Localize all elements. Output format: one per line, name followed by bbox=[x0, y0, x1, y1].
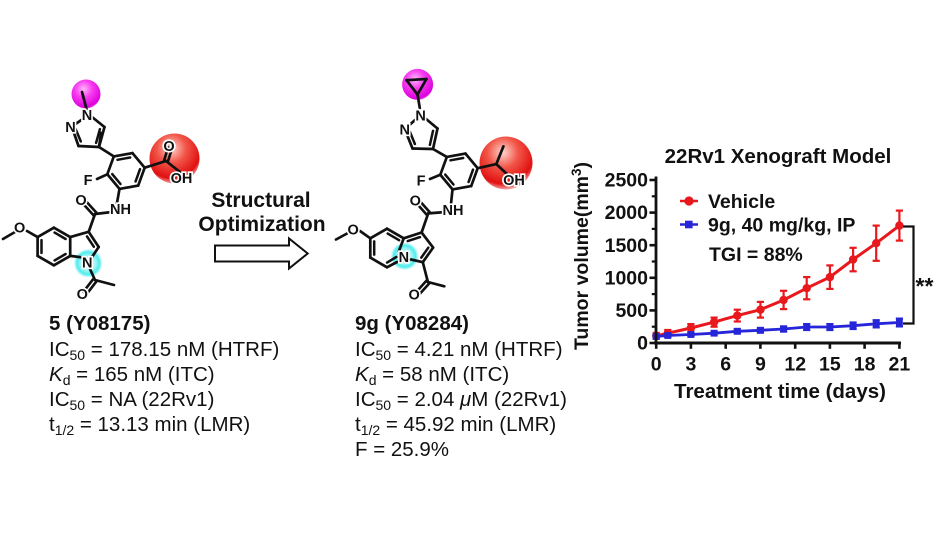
svg-text:2500: 2500 bbox=[605, 170, 649, 192]
svg-text:IC50 = 2.04 μM (22Rv1): IC50 = 2.04 μM (22Rv1) bbox=[355, 388, 567, 413]
svg-text:N: N bbox=[65, 120, 75, 136]
svg-text:Kd = 165 nM (ITC): Kd = 165 nM (ITC) bbox=[49, 363, 215, 388]
svg-text:Structural: Structural bbox=[211, 189, 310, 212]
svg-text:Tumor volume(mm3): Tumor volume(mm3) bbox=[569, 162, 593, 350]
svg-text:F = 25.9%: F = 25.9% bbox=[355, 438, 449, 461]
svg-text:18: 18 bbox=[854, 354, 876, 376]
svg-text:9: 9 bbox=[755, 354, 766, 376]
svg-text:IC50 = NA (22Rv1): IC50 = NA (22Rv1) bbox=[49, 388, 214, 413]
svg-text:t1/2 = 13.13 min (LMR): t1/2 = 13.13 min (LMR) bbox=[49, 413, 250, 438]
svg-text:F: F bbox=[84, 173, 93, 189]
svg-text:Kd = 58 nM (ITC): Kd = 58 nM (ITC) bbox=[355, 363, 509, 388]
svg-text:O: O bbox=[410, 194, 421, 210]
svg-text:NH: NH bbox=[110, 202, 131, 218]
svg-text:IC50 = 178.15 nM (HTRF): IC50 = 178.15 nM (HTRF) bbox=[49, 338, 279, 363]
svg-text:21: 21 bbox=[889, 354, 911, 376]
svg-text:N: N bbox=[415, 109, 425, 125]
svg-text:TGI = 88%: TGI = 88% bbox=[709, 244, 803, 266]
svg-text:F: F bbox=[417, 174, 426, 190]
svg-text:N: N bbox=[82, 108, 92, 124]
svg-text:3: 3 bbox=[685, 354, 696, 376]
svg-text:OH: OH bbox=[503, 173, 525, 189]
svg-text:N: N bbox=[400, 123, 410, 139]
svg-text:5 (Y08175): 5 (Y08175) bbox=[49, 312, 150, 335]
svg-text:IC50 = 4.21 nM (HTRF): IC50 = 4.21 nM (HTRF) bbox=[355, 338, 563, 363]
svg-text:N: N bbox=[399, 250, 409, 266]
svg-text:O: O bbox=[14, 221, 25, 237]
svg-text:N: N bbox=[82, 256, 92, 272]
svg-text:6: 6 bbox=[720, 354, 731, 376]
svg-text:22Rv1 Xenograft Model: 22Rv1 Xenograft Model bbox=[665, 145, 892, 168]
svg-text:O: O bbox=[77, 287, 88, 303]
svg-text:t1/2 = 45.92 min (LMR): t1/2 = 45.92 min (LMR) bbox=[355, 413, 556, 438]
svg-text:2000: 2000 bbox=[605, 202, 649, 224]
svg-text:9g (Y08284): 9g (Y08284) bbox=[355, 312, 469, 335]
svg-text:1500: 1500 bbox=[605, 235, 649, 257]
svg-text:1000: 1000 bbox=[605, 267, 649, 289]
svg-text:12: 12 bbox=[784, 354, 806, 376]
svg-text:OH: OH bbox=[171, 171, 193, 187]
svg-text:9g, 40 mg/kg, IP: 9g, 40 mg/kg, IP bbox=[708, 215, 855, 237]
svg-text:NH: NH bbox=[443, 203, 464, 219]
svg-text:0: 0 bbox=[637, 333, 648, 355]
svg-text:0: 0 bbox=[651, 354, 662, 376]
svg-text:Vehicle: Vehicle bbox=[708, 191, 775, 213]
svg-text:Optimization: Optimization bbox=[198, 213, 325, 236]
svg-text:O: O bbox=[348, 223, 359, 239]
svg-text:500: 500 bbox=[615, 300, 648, 322]
svg-text:15: 15 bbox=[819, 354, 841, 376]
svg-text:O: O bbox=[409, 288, 420, 304]
svg-text:Treatment time (days): Treatment time (days) bbox=[674, 380, 886, 403]
svg-text:O: O bbox=[163, 139, 174, 155]
svg-text:O: O bbox=[75, 193, 86, 209]
svg-text:**: ** bbox=[916, 273, 934, 299]
